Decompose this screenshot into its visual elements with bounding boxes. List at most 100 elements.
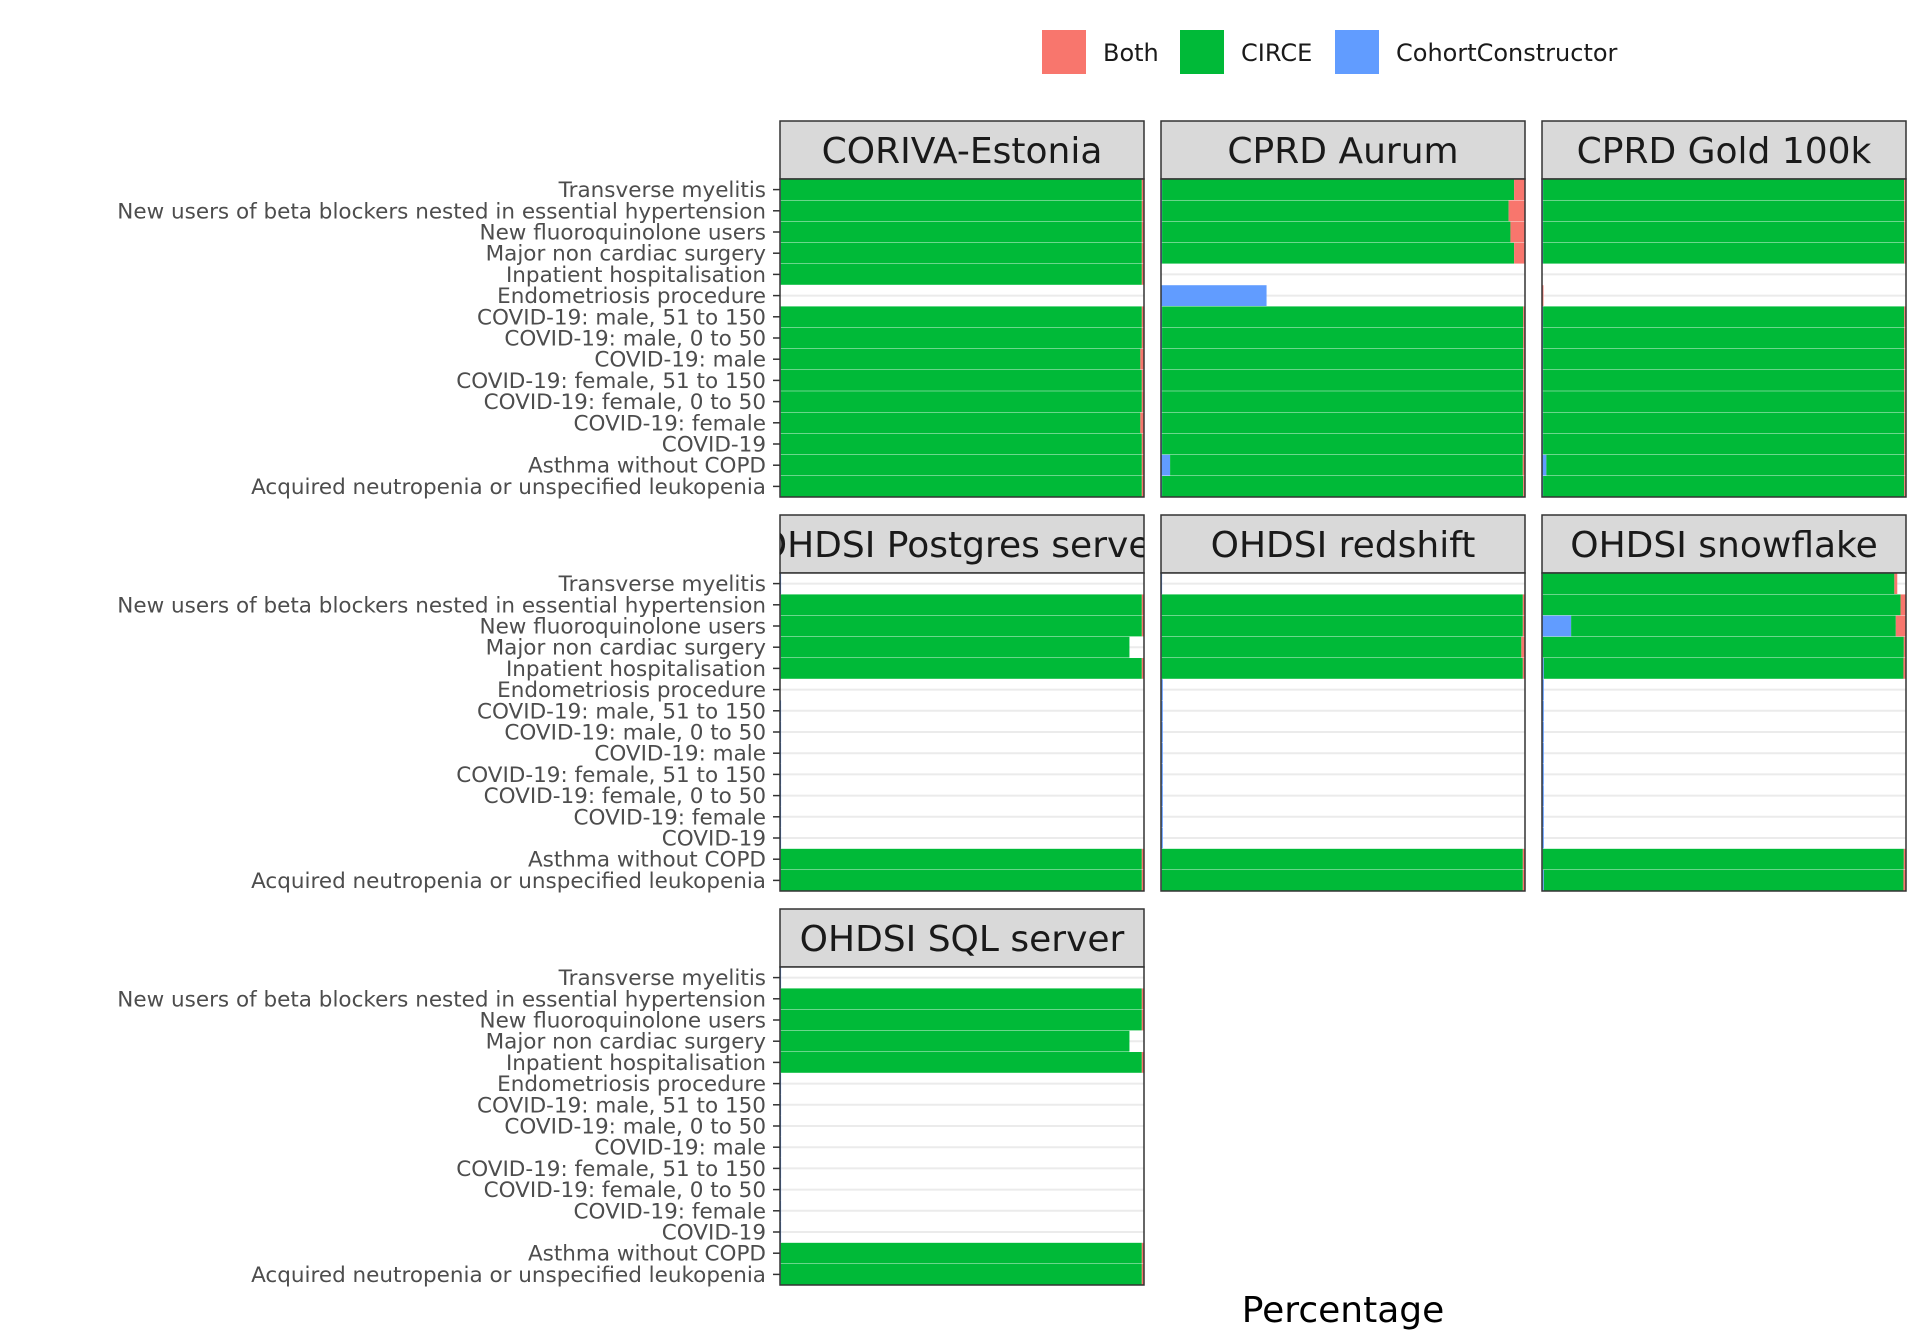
panel-ohdsi-redshift: OHDSI redshift <box>1160 514 1526 892</box>
bar-cohortconstructor <box>1161 785 1163 806</box>
y-tick-label: COVID-19: female <box>574 411 766 436</box>
bar-both <box>1904 433 1906 455</box>
y-tick-label: COVID-19 <box>662 1221 766 1246</box>
bar-both <box>1523 391 1525 412</box>
y-tick-label: Acquired neutropenia or unspecified leuk… <box>251 869 766 894</box>
bar-both <box>1141 1264 1144 1285</box>
facet-strip-label: OHDSI Postgres server <box>759 525 1166 566</box>
y-tick-label: Endometriosis procedure <box>497 678 766 703</box>
y-tick-label: COVID-19: female <box>574 1199 766 1224</box>
bar-both <box>1141 306 1144 328</box>
bar-circe <box>780 391 1142 412</box>
bar-both <box>1141 454 1144 476</box>
y-tick-label: Endometriosis procedure <box>497 1072 766 1097</box>
bar-cohortconstructor <box>1542 454 1547 476</box>
bar-both <box>1141 433 1144 455</box>
y-tick-label: Inpatient hospitalisation <box>506 263 766 288</box>
bar-circe <box>780 1009 1142 1031</box>
bar-both <box>1522 870 1525 891</box>
legend-key-cohortconstructor <box>1335 30 1379 74</box>
bar-both <box>1904 391 1906 412</box>
bar-circe <box>780 1052 1142 1073</box>
y-tick-label: New users of beta blockers nested in ess… <box>117 987 766 1012</box>
bar-both <box>1510 221 1525 243</box>
y-tick-label: COVID-19: female, 0 to 50 <box>484 784 766 809</box>
y-tick-label: New users of beta blockers nested in ess… <box>117 199 766 224</box>
bar-cohortconstructor <box>1542 764 1544 785</box>
bar-circe <box>780 615 1142 637</box>
bar-circe <box>1543 370 1905 391</box>
bar-circe <box>1542 636 1904 658</box>
bar-circe <box>780 1264 1142 1285</box>
panel-ohdsi-postgres-server: OHDSI Postgres server Transverse myelitis… <box>117 514 1166 894</box>
bar-circe <box>780 454 1142 476</box>
bar-circe <box>1162 476 1524 497</box>
facet-strip-label: CPRD Gold 100k <box>1577 131 1872 172</box>
bar-both <box>1904 454 1906 476</box>
bar-circe <box>780 988 1142 1010</box>
y-tick-label: Transverse myelitis <box>558 966 766 991</box>
bar-circe <box>1543 327 1905 349</box>
bar-both <box>1903 848 1906 870</box>
bar-cohortconstructor <box>1161 700 1163 722</box>
bar-cohortconstructor <box>1542 721 1544 743</box>
y-tick-label: COVID-19: male, 0 to 50 <box>504 327 766 352</box>
bar-both <box>1904 476 1906 497</box>
y-tick-label: Transverse myelitis <box>558 572 766 597</box>
bar-both <box>1895 615 1906 637</box>
bar-both <box>1904 221 1906 243</box>
y-tick-label: Asthma without COPD <box>528 454 766 479</box>
bar-both <box>1141 221 1144 243</box>
y-tick-label: COVID-19: male, 51 to 150 <box>477 699 766 724</box>
bar-both <box>1903 636 1906 658</box>
bar-circe <box>780 433 1142 455</box>
legend-label-circe: CIRCE <box>1241 39 1312 67</box>
y-tick-label: Acquired neutropenia or unspecified leuk… <box>251 475 766 500</box>
bar-cohortconstructor <box>1161 454 1171 476</box>
y-tick-label: Endometriosis procedure <box>497 284 766 309</box>
y-tick-label: COVID-19: male <box>594 348 766 373</box>
bar-both <box>1140 412 1144 434</box>
bar-cohortconstructor <box>1161 827 1163 849</box>
bar-cohortconstructor <box>1542 615 1572 637</box>
facet-strip <box>1541 120 1907 180</box>
bar-both <box>1141 594 1144 616</box>
bar-both <box>1140 348 1144 370</box>
bar-both <box>1141 1052 1144 1073</box>
bar-cohortconstructor <box>1161 764 1163 785</box>
y-tick-label: New fluoroquinolone users <box>479 1009 766 1034</box>
y-tick-label: New users of beta blockers nested in ess… <box>117 593 766 618</box>
bar-circe <box>780 848 1142 870</box>
bar-circe <box>1546 454 1905 476</box>
panel-border <box>1160 178 1526 498</box>
bar-both <box>1141 242 1144 264</box>
bar-circe <box>1162 179 1515 200</box>
y-tick-label: Major non cardiac surgery <box>486 242 767 267</box>
panel-ohdsi-snowflake: OHDSI snowflake <box>1541 514 1907 892</box>
bar-both <box>1141 327 1144 349</box>
bar-circe <box>1162 242 1515 264</box>
bar-cohortconstructor <box>1542 870 1544 891</box>
bar-both <box>1141 476 1144 497</box>
y-tick-label: COVID-19: female, 51 to 150 <box>456 369 766 394</box>
bar-circe <box>1543 658 1904 679</box>
bar-circe <box>1542 848 1904 870</box>
y-tick-label: COVID-19: female, 0 to 50 <box>484 390 766 415</box>
bar-cohortconstructor <box>1161 742 1163 764</box>
bar-cohortconstructor <box>1542 785 1544 806</box>
facet-strip-label: CPRD Aurum <box>1227 131 1458 172</box>
bar-both <box>1141 200 1144 222</box>
y-tick-label: COVID-19: male <box>594 742 766 767</box>
bar-both <box>1523 370 1525 391</box>
bar-circe <box>1162 348 1524 370</box>
bar-both <box>1523 433 1525 455</box>
panel-border <box>1541 178 1907 498</box>
bar-circe <box>780 1242 1142 1264</box>
bar-cohortconstructor <box>1542 679 1544 700</box>
bar-circe <box>1162 433 1524 455</box>
bar-both <box>1141 988 1144 1010</box>
y-tick-label: COVID-19: male <box>594 1136 766 1161</box>
legend: Both CIRCE CohortConstructor <box>1042 30 1618 74</box>
bar-both <box>1521 636 1525 658</box>
